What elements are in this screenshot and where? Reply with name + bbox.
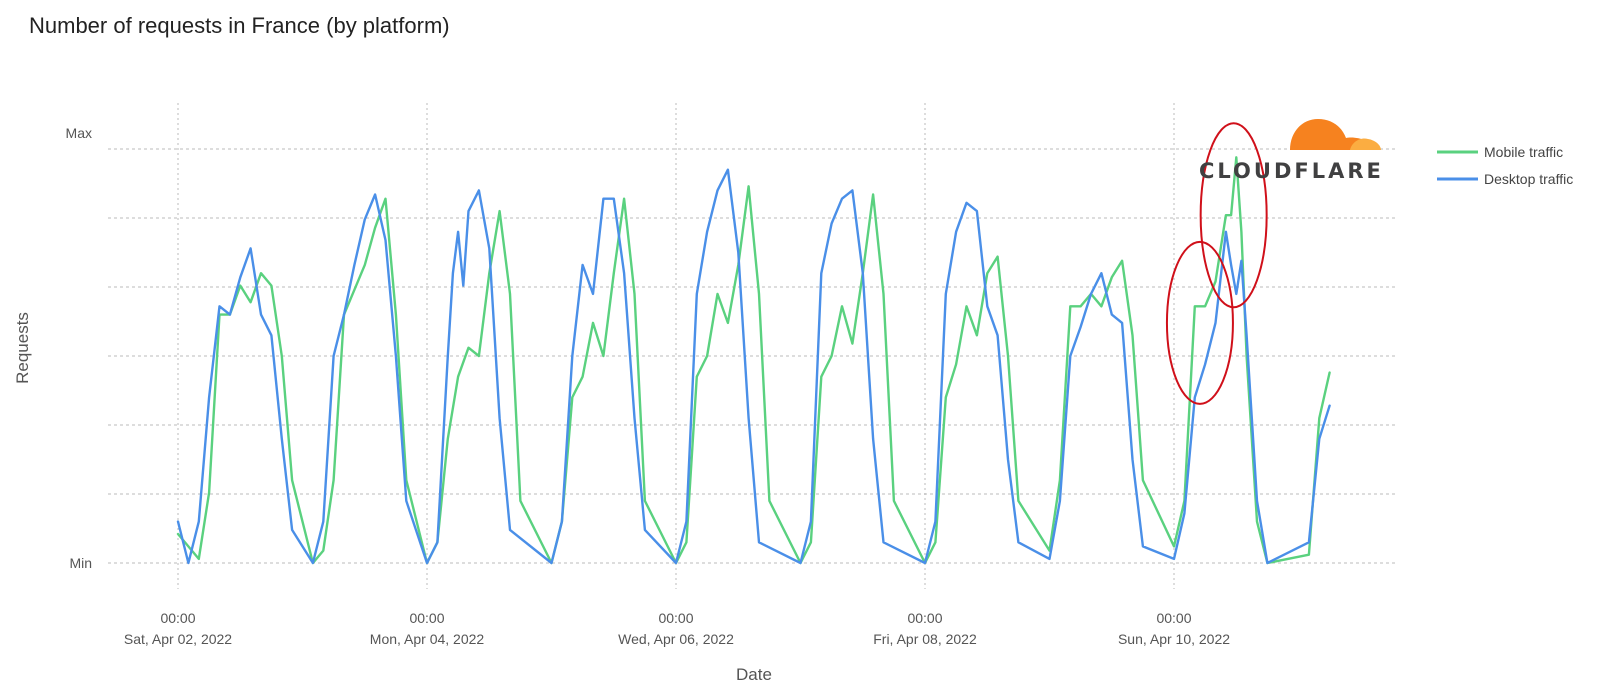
x-tick-time: 00:00 [409, 610, 444, 626]
cloud-icon [1290, 119, 1381, 150]
x-tick-date: Mon, Apr 04, 2022 [370, 631, 485, 647]
x-tick-date: Sun, Apr 10, 2022 [1118, 631, 1230, 647]
x-tick-date: Sat, Apr 02, 2022 [124, 631, 232, 647]
x-tick-time: 00:00 [1156, 610, 1191, 626]
x-tick-time: 00:00 [160, 610, 195, 626]
cloudflare-logo: CLOUDFLARE [1199, 119, 1384, 183]
x-tick-time: 00:00 [658, 610, 693, 626]
x-tick-date: Fri, Apr 08, 2022 [873, 631, 977, 647]
legend: Mobile traffic Desktop traffic [1437, 144, 1573, 187]
y-axis-label: Requests [13, 312, 32, 384]
legend-label-mobile: Mobile traffic [1484, 144, 1563, 160]
legend-label-desktop: Desktop traffic [1484, 171, 1573, 187]
grid-lines [108, 148, 1398, 564]
annotation-ellipse [1165, 240, 1234, 405]
x-tick-time: 00:00 [907, 610, 942, 626]
chart-title: Number of requests in France (by platfor… [29, 13, 450, 38]
annotations [1165, 122, 1268, 405]
legend-item-mobile: Mobile traffic [1437, 144, 1563, 160]
series-lines [176, 156, 1331, 565]
x-tick-date: Wed, Apr 06, 2022 [618, 631, 734, 647]
annotation-ellipse [1199, 122, 1268, 309]
y-tick-min: Min [69, 555, 92, 571]
x-axis-label: Date [736, 665, 772, 684]
x-grid-lines [177, 103, 1175, 589]
legend-item-desktop: Desktop traffic [1437, 171, 1573, 187]
x-tick-labels: 00:00 Sat, Apr 02, 2022 00:00 Mon, Apr 04, … [124, 610, 1230, 647]
series-line-desktop [176, 168, 1331, 565]
y-tick-max: Max [66, 125, 92, 141]
logo-text: CLOUDFLARE [1199, 159, 1384, 183]
